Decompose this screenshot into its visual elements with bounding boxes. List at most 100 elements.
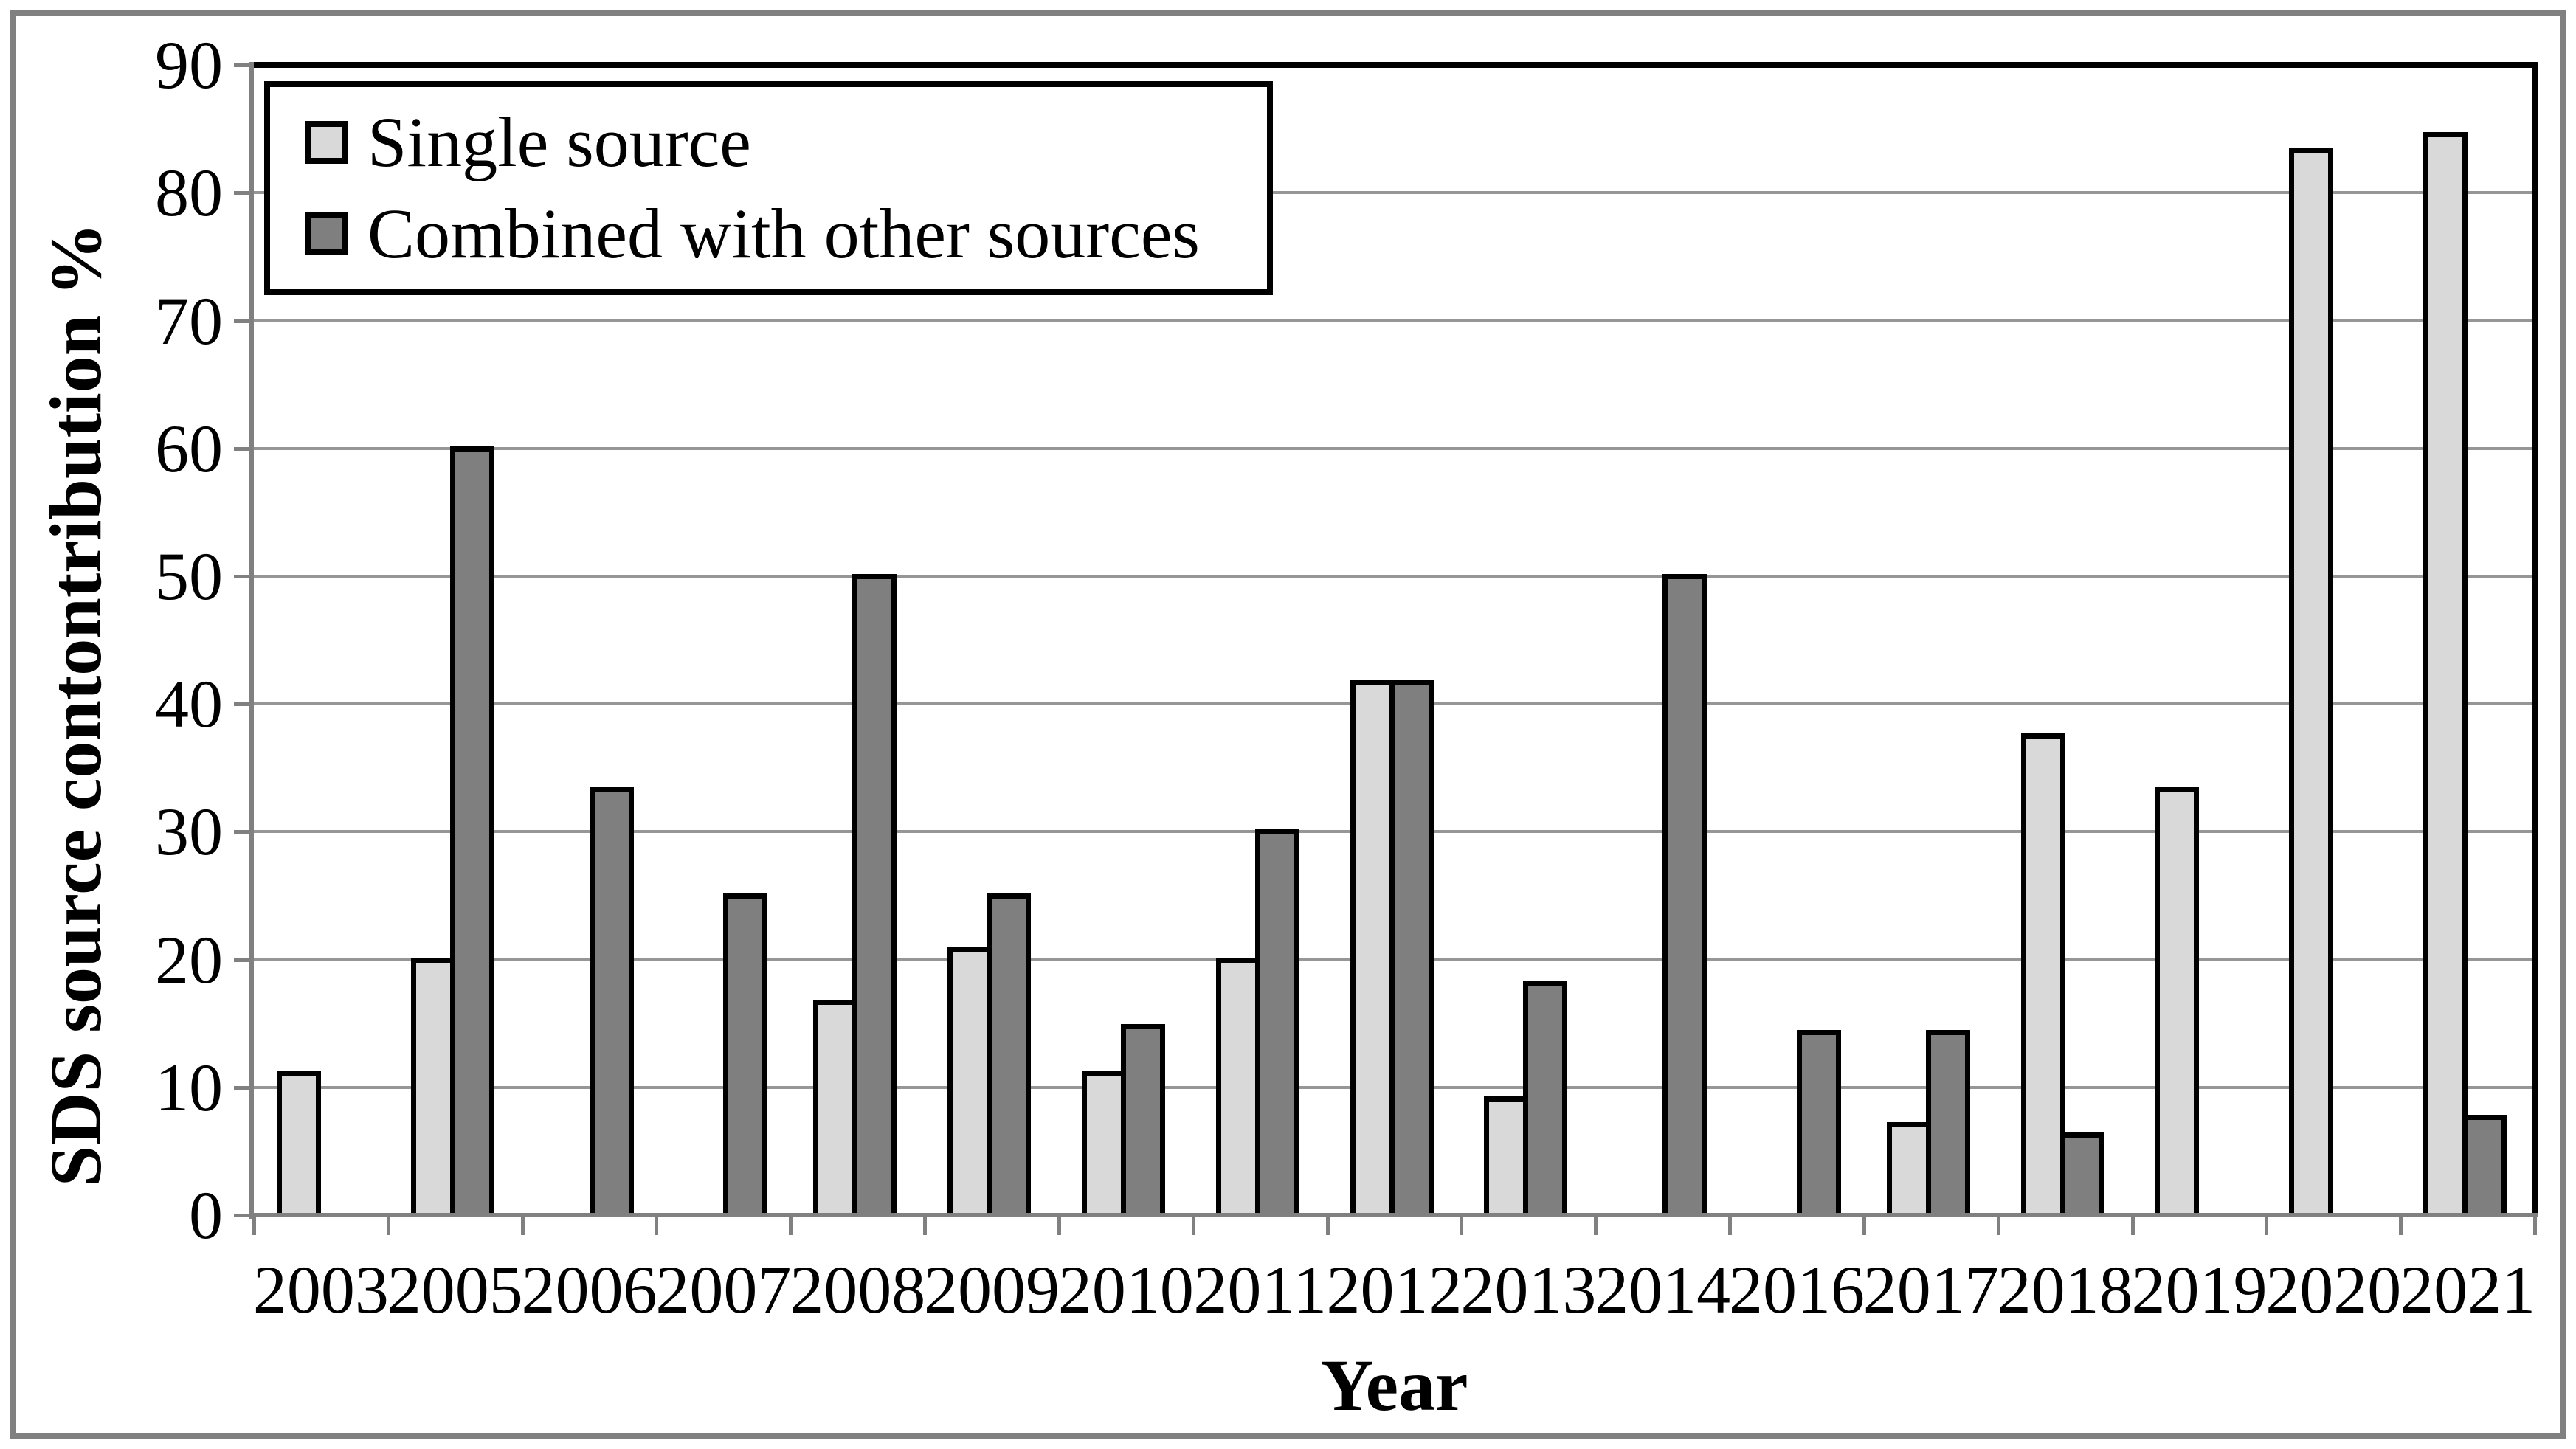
bar-single-2021: [2423, 132, 2468, 1213]
bar-single-2010: [1081, 1071, 1126, 1213]
x-tick-label-2018: 2018: [1997, 1252, 2133, 1327]
x-tick: [655, 1217, 659, 1235]
x-tick-label-2016: 2016: [1728, 1252, 1865, 1327]
x-tick-label-2021: 2021: [2400, 1252, 2536, 1327]
bar-single-2009: [947, 947, 992, 1213]
x-tick-label-2020: 2020: [2265, 1252, 2402, 1327]
gridline: [254, 319, 2538, 322]
y-tick-label: 30: [155, 794, 223, 870]
y-tick: [234, 575, 254, 578]
bar-combined-2009: [987, 893, 1032, 1213]
bar-single-2020: [2289, 148, 2334, 1213]
x-tick-label-2003: 2003: [252, 1252, 389, 1327]
x-tick: [1996, 1217, 2000, 1235]
x-tick: [1325, 1217, 1330, 1235]
bar-single-2008: [813, 1000, 858, 1213]
legend: Single source Combined with other source…: [264, 81, 1273, 295]
bar-combined-2017: [1925, 1030, 1970, 1213]
bar-combined-2010: [1120, 1024, 1165, 1213]
bar-single-2019: [2155, 787, 2200, 1213]
bar-single-2005: [410, 958, 455, 1213]
y-axis-title: SDS source contontribution %: [35, 222, 117, 1187]
x-tick: [2399, 1217, 2403, 1235]
y-tick-label: 0: [189, 1177, 223, 1253]
y-tick: [234, 702, 254, 707]
x-tick-label-2008: 2008: [790, 1252, 926, 1327]
legend-label-single-source: Single source: [367, 102, 751, 181]
y-tick: [234, 830, 254, 834]
bar-combined-2016: [1796, 1030, 1841, 1213]
x-tick: [789, 1217, 793, 1235]
bar-combined-2006: [589, 787, 634, 1213]
bar-combined-2011: [1254, 829, 1299, 1213]
bar-single-2012: [1350, 680, 1395, 1213]
y-tick: [234, 63, 254, 68]
x-tick-label-2014: 2014: [1595, 1252, 1731, 1327]
y-tick: [234, 319, 254, 323]
x-tick: [2533, 1217, 2537, 1235]
y-tick: [234, 1085, 254, 1090]
x-tick-label-2005: 2005: [387, 1252, 523, 1327]
x-axis-line: [249, 1213, 2538, 1217]
x-tick-label-2010: 2010: [1057, 1252, 1194, 1327]
bar-combined-2021: [2462, 1115, 2507, 1213]
bar-combined-2007: [723, 893, 768, 1213]
bar-single-2013: [1484, 1096, 1529, 1213]
x-tick-label-2007: 2007: [655, 1252, 792, 1327]
bar-combined-2005: [449, 446, 494, 1213]
y-tick: [234, 446, 254, 451]
x-tick: [1191, 1217, 1195, 1235]
y-tick-label: 60: [155, 410, 223, 486]
legend-label-combined-sources: Combined with other sources: [367, 194, 1200, 274]
y-tick: [234, 1214, 254, 1217]
bar-combined-2013: [1523, 981, 1568, 1213]
y-tick-label: 70: [155, 283, 223, 359]
bar-single-2017: [1886, 1122, 1931, 1213]
x-tick-label-2009: 2009: [924, 1252, 1060, 1327]
figure-border: [10, 10, 2566, 1439]
legend-swatch-single-source: [305, 120, 348, 164]
x-tick-label-2012: 2012: [1326, 1252, 1463, 1327]
bar-single-2018: [2020, 733, 2065, 1213]
plot-right-border: [2532, 62, 2538, 1213]
x-tick: [2265, 1217, 2269, 1235]
x-axis-title: Year: [1320, 1344, 1468, 1426]
legend-item-combined: Combined with other sources: [305, 197, 1267, 271]
x-tick: [1728, 1217, 1733, 1235]
y-tick-label: 10: [155, 1049, 223, 1125]
y-tick-label: 40: [155, 666, 223, 742]
bar-combined-2008: [852, 574, 897, 1213]
y-tick: [234, 191, 254, 196]
x-tick-label-2011: 2011: [1193, 1252, 1327, 1327]
x-tick: [1594, 1217, 1598, 1235]
bar-single-2003: [276, 1071, 321, 1213]
gridline: [254, 191, 2538, 195]
x-tick-label-2019: 2019: [2131, 1252, 2268, 1327]
x-tick: [2130, 1217, 2135, 1235]
x-tick-label-2006: 2006: [521, 1252, 657, 1327]
y-tick-label: 20: [155, 921, 223, 997]
x-tick: [520, 1217, 525, 1235]
x-tick-label-2017: 2017: [1862, 1252, 1999, 1327]
bar-combined-2014: [1662, 574, 1707, 1213]
gridline: [254, 575, 2538, 578]
x-tick: [1862, 1217, 1866, 1235]
legend-item-single: Single source: [305, 102, 1267, 181]
x-tick: [1460, 1217, 1464, 1235]
legend-swatch-combined-sources: [305, 212, 348, 256]
bar-combined-2012: [1389, 680, 1434, 1213]
x-tick: [386, 1217, 390, 1235]
bar-combined-2018: [2059, 1132, 2104, 1213]
x-tick: [923, 1217, 928, 1235]
y-tick-label: 50: [155, 539, 223, 614]
y-tick-label: 80: [155, 155, 223, 231]
x-tick: [1057, 1217, 1061, 1235]
gridline: [254, 446, 2538, 450]
y-tick: [234, 958, 254, 962]
x-tick: [252, 1217, 256, 1235]
y-tick-label: 90: [155, 27, 223, 103]
y-axis-line: [249, 62, 254, 1219]
bar-single-2011: [1215, 958, 1260, 1213]
plot-top-border: [254, 62, 2538, 68]
